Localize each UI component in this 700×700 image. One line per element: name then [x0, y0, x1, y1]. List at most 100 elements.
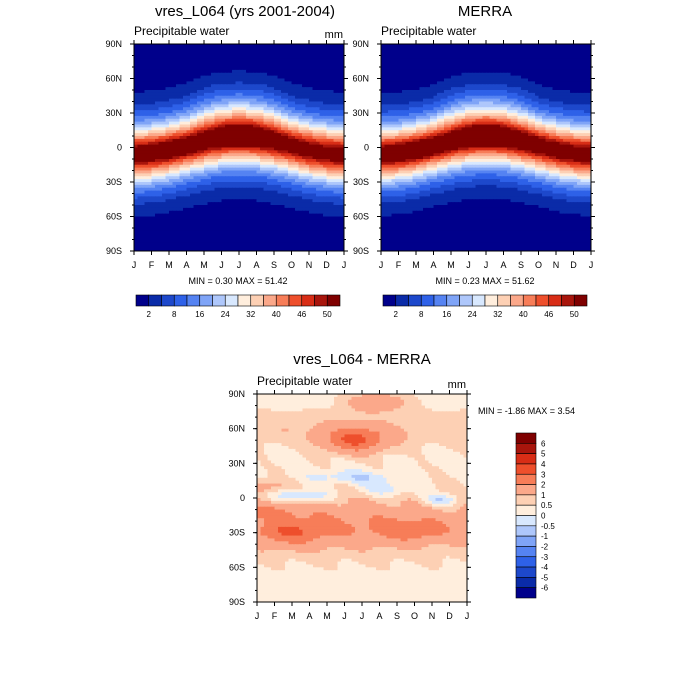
heatmap-cell: [405, 55, 410, 59]
heatmap-cell: [204, 161, 209, 166]
heatmap-cell: [235, 222, 240, 226]
panel-merra: MERRA Precipitable water J F M A M J J A S O N D J90…: [352, 3, 595, 319]
heatmap-cell: [542, 61, 547, 65]
heatmap-cell: [155, 225, 160, 229]
heatmap-cell: [235, 147, 240, 151]
heatmap-cell: [165, 242, 170, 246]
heatmap-cell: [451, 61, 456, 65]
heatmap-cell: [409, 46, 414, 51]
heatmap-cell: [517, 61, 522, 65]
heatmap-cell: [253, 72, 258, 77]
heatmap-cell: [235, 153, 240, 157]
heatmap-cell: [148, 228, 153, 232]
heatmap-cell: [337, 242, 342, 246]
heatmap-cell: [221, 95, 226, 100]
heatmap-cell: [225, 190, 230, 195]
heatmap-cell: [253, 98, 258, 103]
heatmap-cell: [228, 199, 233, 203]
heatmap-cell: [295, 216, 300, 220]
heatmap-cell: [274, 179, 279, 183]
heatmap-cell: [263, 127, 268, 131]
heatmap-cell: [531, 49, 536, 54]
heatmap-cell: [267, 184, 272, 189]
heatmap-cell: [333, 64, 338, 68]
heatmap-cell: [337, 147, 342, 151]
heatmap-cell: [204, 124, 209, 128]
heatmap-cell: [309, 58, 314, 62]
heatmap-cell: [260, 173, 265, 177]
heatmap-cell: [323, 187, 328, 192]
heatmap-cell: [235, 81, 240, 85]
heatmap-cell: [340, 202, 344, 206]
heatmap-cell: [337, 113, 342, 117]
heatmap-cell: [197, 107, 202, 111]
heatmap-cell: [500, 67, 505, 71]
heatmap-cell: [204, 118, 209, 123]
heatmap-cell: [162, 173, 167, 177]
heatmap-cell: [291, 202, 296, 206]
heatmap-cell: [312, 49, 317, 54]
heatmap-cell: [228, 121, 233, 126]
heatmap-cell: [249, 64, 254, 68]
heatmap-cell: [326, 156, 331, 160]
heatmap-cell: [333, 78, 338, 82]
heatmap-cell: [232, 219, 237, 223]
heatmap-cell: [186, 55, 191, 59]
heatmap-cell: [398, 61, 403, 65]
colorbar-swatch: [199, 294, 213, 307]
heatmap-cell: [249, 90, 254, 94]
heatmap-cell: [235, 110, 240, 114]
heatmap-cell: [197, 46, 202, 51]
heatmap-cell: [228, 182, 233, 186]
heatmap-cell: [274, 193, 279, 197]
heatmap-cell: [200, 101, 205, 105]
heatmap-cell: [274, 147, 279, 151]
heatmap-cell: [141, 147, 146, 151]
heatmap-cell: [340, 78, 344, 82]
heatmap-cell: [172, 72, 177, 77]
heatmap-cell: [200, 156, 205, 160]
heatmap-cell: [305, 164, 310, 169]
heatmap-cell: [141, 216, 146, 220]
heatmap-cell: [305, 236, 310, 241]
heatmap-cell: [326, 49, 331, 54]
heatmap-cell: [200, 87, 205, 91]
heatmap-cell: [176, 159, 181, 163]
heatmap-cell: [260, 193, 265, 197]
heatmap-cell: [263, 118, 268, 123]
heatmap-cell: [169, 213, 174, 218]
heatmap-cell: [218, 207, 223, 212]
heatmap-cell: [570, 58, 575, 62]
heatmap-cell: [186, 228, 191, 232]
heatmap-cell: [398, 46, 403, 51]
heatmap-cell: [302, 95, 307, 100]
heatmap-cell: [395, 49, 400, 54]
heatmap-cell: [316, 248, 321, 251]
heatmap-cell: [225, 156, 230, 160]
heatmap-cell: [235, 199, 240, 203]
heatmap-cell: [193, 150, 198, 154]
heatmap-cell: [326, 72, 331, 77]
heatmap-cell: [260, 196, 265, 200]
heatmap-cell: [274, 225, 279, 229]
heatmap-cell: [144, 213, 149, 218]
heatmap-cell: [197, 98, 202, 103]
heatmap-cell: [155, 202, 160, 206]
heatmap-cell: [302, 124, 307, 128]
heatmap-cell: [204, 101, 209, 105]
heatmap-cell: [155, 233, 160, 238]
heatmap-cell: [542, 58, 547, 62]
heatmap-cell: [316, 156, 321, 160]
heatmap-cell: [267, 84, 272, 88]
heatmap-cell: [302, 179, 307, 183]
heatmap-cell: [190, 233, 195, 238]
heatmap-cell: [316, 150, 321, 154]
heatmap-cell: [242, 78, 247, 82]
heatmap-cell: [190, 110, 195, 114]
heatmap-cell: [249, 127, 254, 131]
heatmap-cell: [137, 110, 142, 114]
heatmap-cell: [284, 141, 289, 146]
heatmap-cell: [211, 84, 216, 88]
heatmap-cell: [447, 52, 452, 57]
heatmap-cell: [232, 115, 237, 120]
